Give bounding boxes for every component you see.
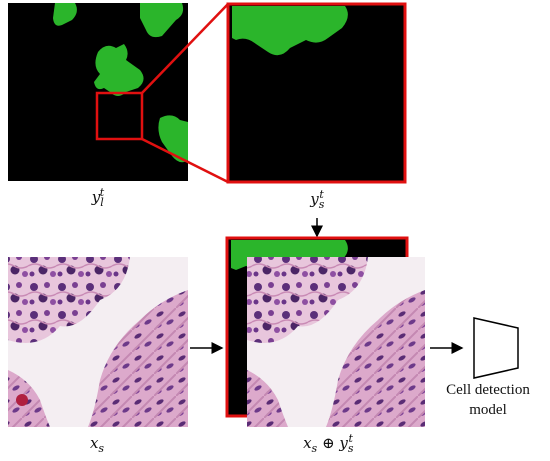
zoom-line-bottom [141, 137, 229, 184]
zoom-line-top [141, 3, 229, 94]
full-mask-image [8, 3, 188, 181]
model-trapezoid-icon [473, 317, 519, 379]
combined-tissue-bottom [326, 290, 425, 427]
model-label-line1: Cell detection [446, 382, 530, 398]
red-cell [16, 394, 28, 406]
crop-highlight-box [95, 91, 144, 141]
combined-tissue-corner [247, 370, 288, 427]
combined-histology-layer [247, 257, 425, 427]
mask-blob [53, 3, 77, 26]
tissue-region-corner [8, 370, 50, 427]
combined-tissue-top [247, 257, 368, 343]
mask-blob [158, 115, 188, 163]
label-ys: yst [310, 188, 325, 211]
model-label: Cell detection model [438, 380, 538, 420]
cropped-mask-blob [232, 6, 348, 56]
combined-image [225, 236, 425, 427]
cropped-mask-border [226, 2, 407, 184]
model-label-line2: model [469, 402, 507, 418]
mask-blob [140, 3, 184, 38]
mask-blob [94, 44, 144, 96]
label-combined: xs ⊕ yst [303, 432, 354, 455]
label-yl: ylt [91, 186, 105, 209]
tissue-region-top [8, 257, 130, 343]
tissue-region-bottom [88, 290, 188, 427]
label-xs: xs [89, 434, 105, 455]
cropped-mask-image [226, 2, 407, 184]
source-histology-image [8, 257, 188, 427]
